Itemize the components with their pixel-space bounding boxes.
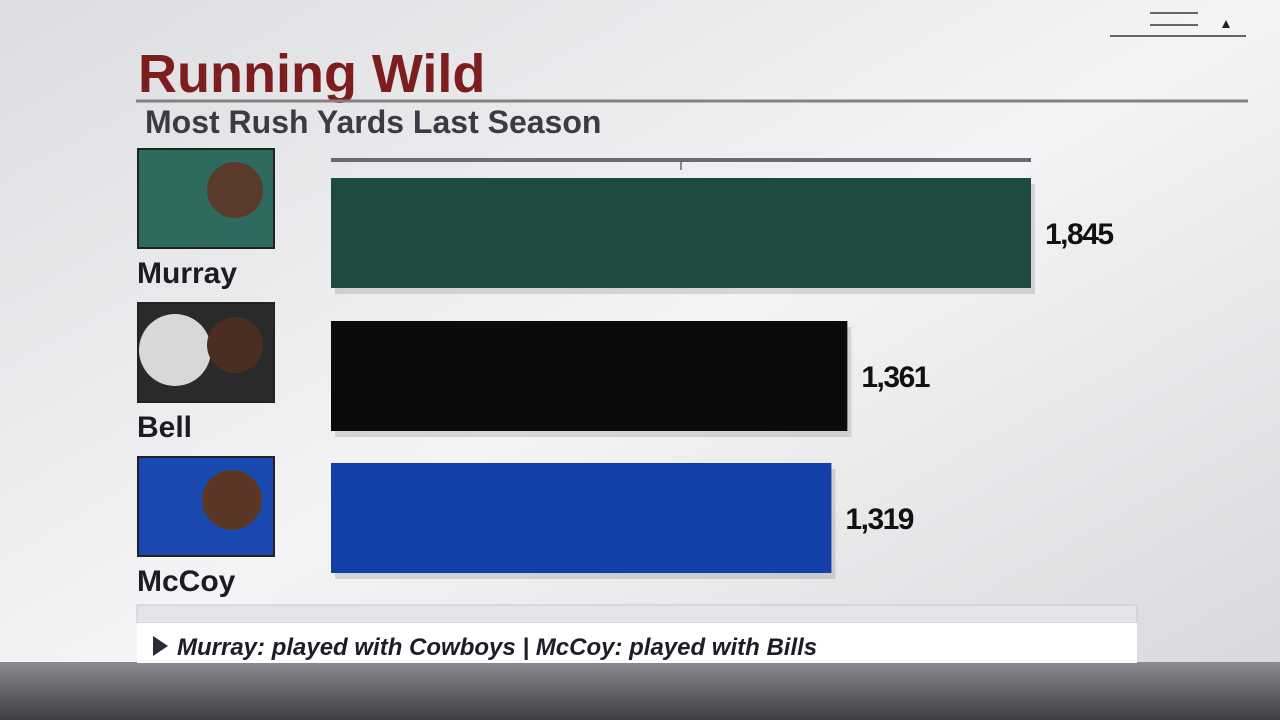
bar (331, 178, 1031, 288)
player-face (207, 162, 263, 218)
player-face (202, 470, 262, 530)
menu-arrow (1222, 20, 1230, 28)
footer-arrow (153, 636, 168, 656)
team-logo (139, 314, 211, 386)
footer-band (136, 604, 1138, 624)
player-photos (137, 148, 275, 557)
category-label: Bell (137, 411, 192, 444)
bar (331, 321, 848, 431)
player-face (207, 317, 263, 373)
footnote: Murray: played with Cowboys | McCoy: pla… (177, 634, 817, 661)
menu-icon (1110, 12, 1246, 37)
footer-box (137, 623, 1137, 663)
chart-title: Running Wild (138, 44, 485, 104)
chart-subtitle: Most Rush Yards Last Season (145, 104, 601, 140)
floor (0, 662, 1280, 720)
value-label: 1,845 (1045, 218, 1113, 251)
value-label: 1,319 (845, 503, 913, 536)
category-label: Murray (137, 257, 237, 290)
value-label: 1,361 (861, 361, 929, 394)
category-label: McCoy (137, 565, 236, 598)
bar (331, 463, 832, 573)
